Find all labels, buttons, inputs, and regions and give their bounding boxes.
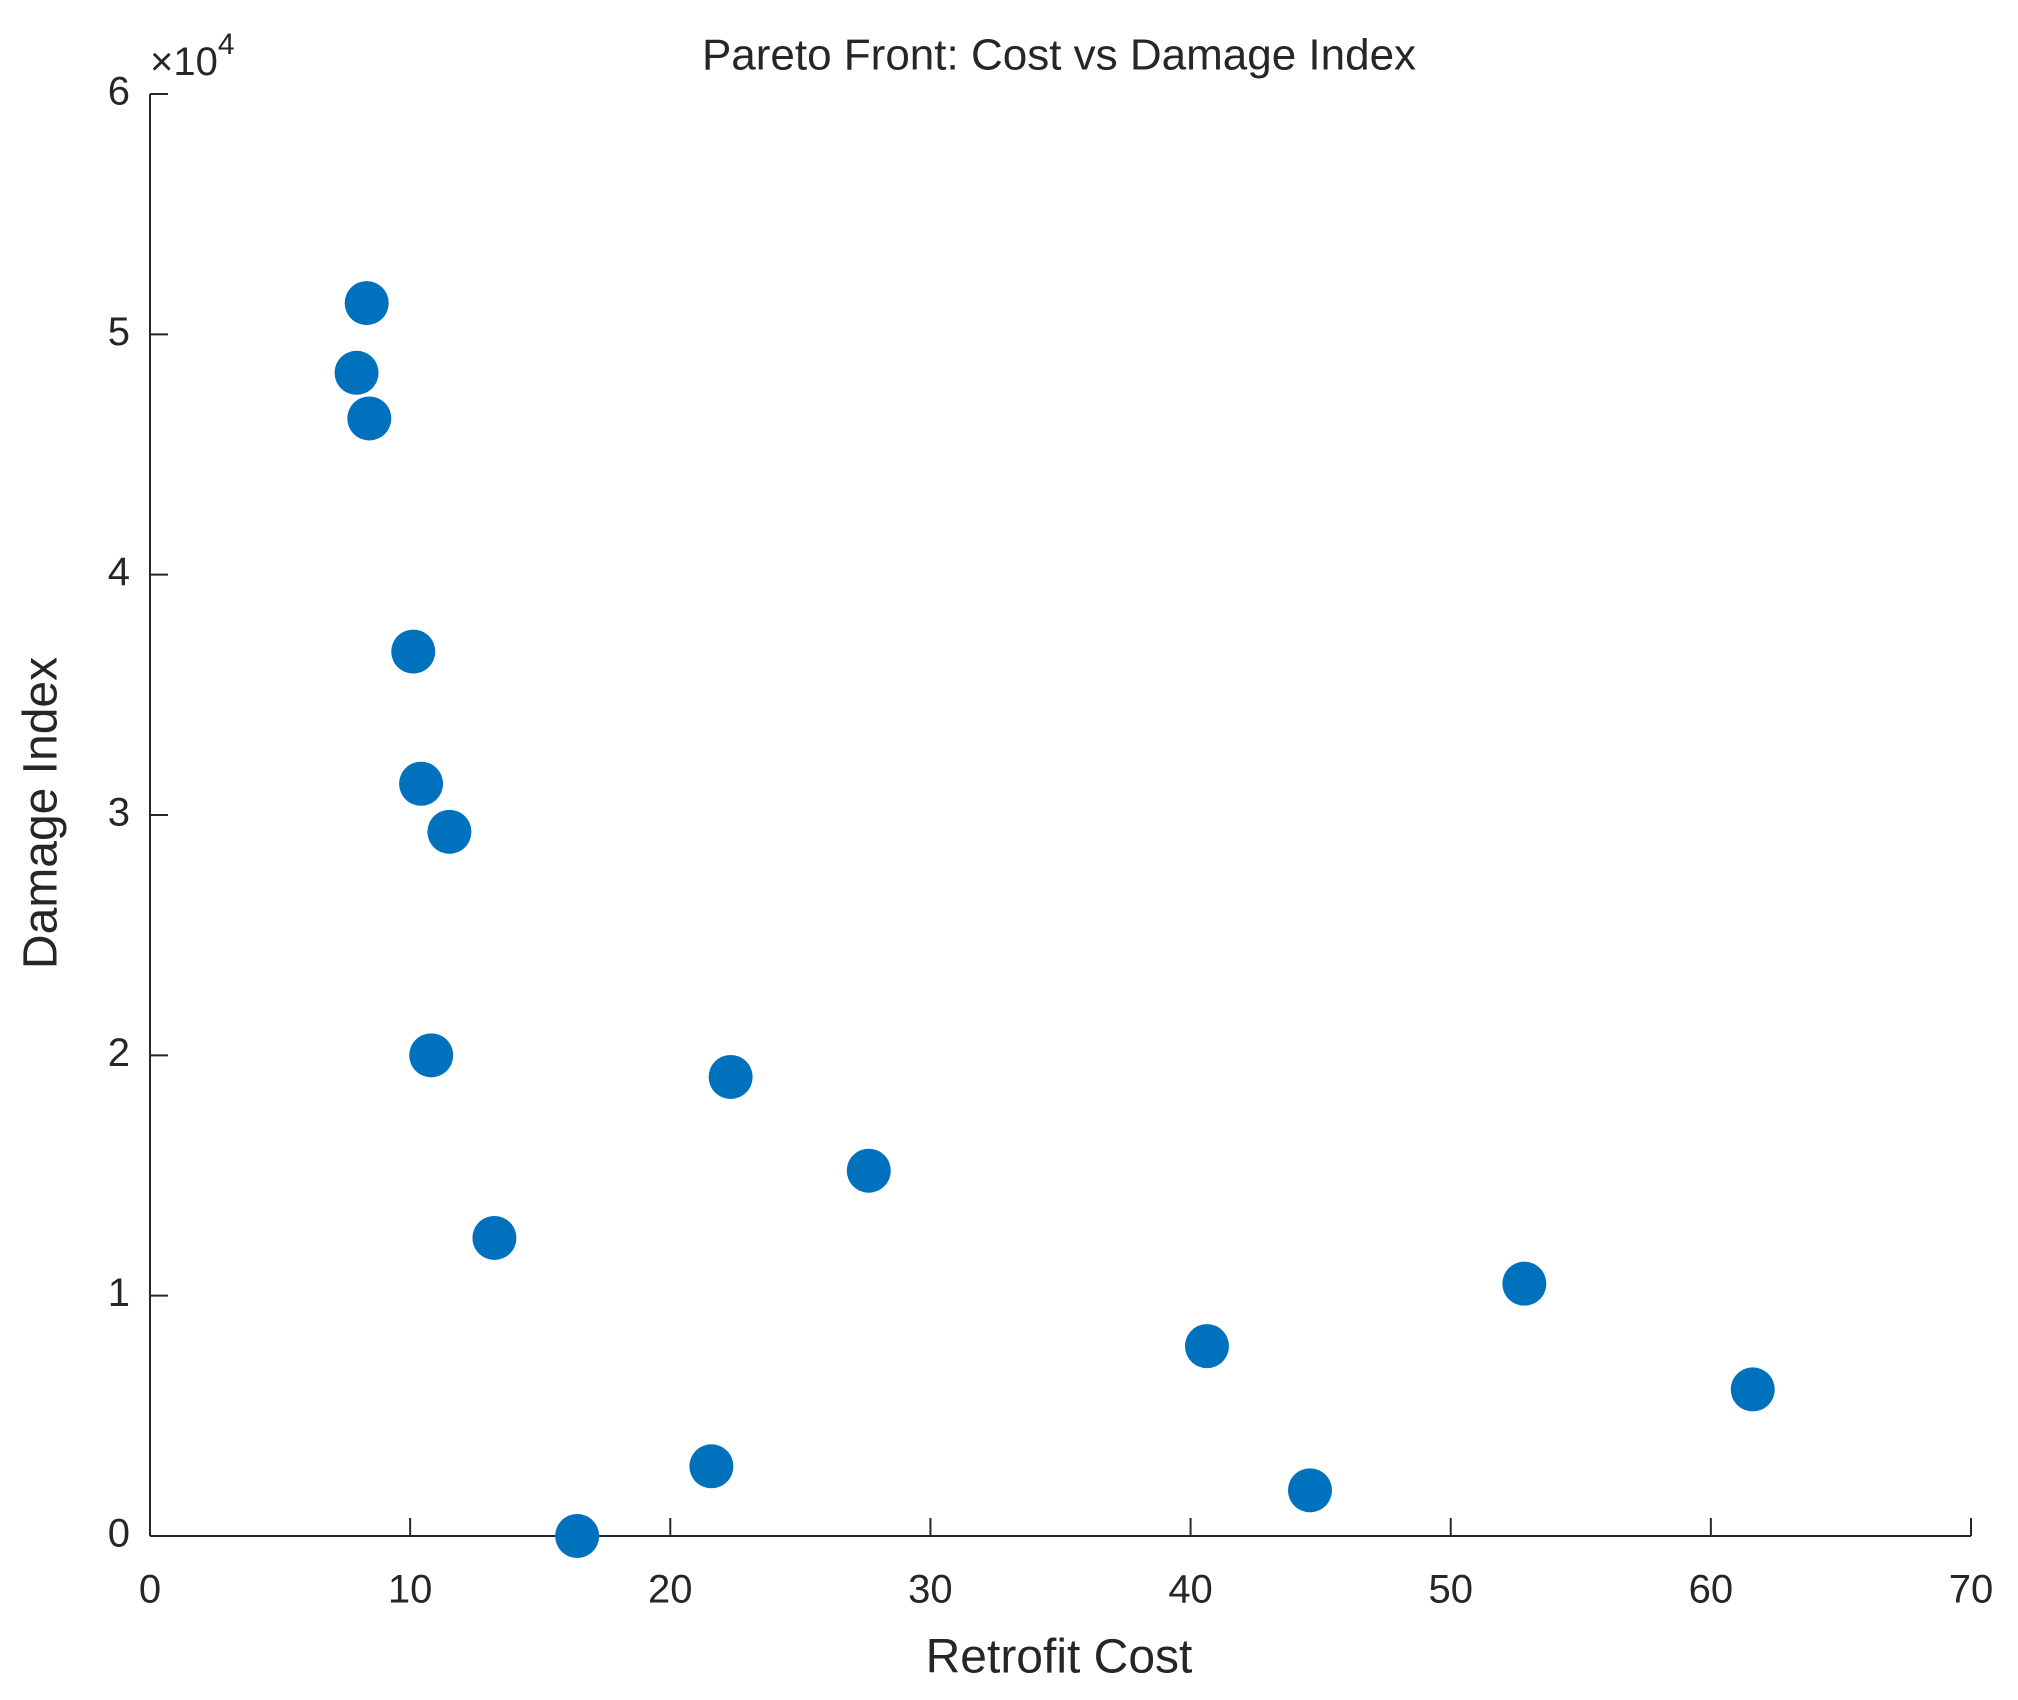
- y-tick-label: 5: [108, 310, 130, 354]
- scatter-point: [347, 396, 392, 441]
- scatter-point: [427, 809, 472, 854]
- scatter-point: [391, 629, 436, 674]
- scatter-point: [1287, 1468, 1332, 1513]
- scatter-point: [1184, 1324, 1229, 1369]
- x-tick-label: 70: [1949, 1568, 1994, 1612]
- y-tick-label: 4: [108, 550, 130, 594]
- y-multiplier-base: ×10: [150, 40, 218, 84]
- scatter-point: [1502, 1261, 1547, 1306]
- scatter-point: [334, 350, 379, 395]
- x-tick-label: 50: [1428, 1568, 1473, 1612]
- y-tick-label: 1: [108, 1271, 130, 1315]
- scatter-point: [846, 1148, 891, 1193]
- y-multiplier-exponent: 4: [218, 28, 235, 61]
- x-tick-label: 20: [648, 1568, 693, 1612]
- y-multiplier: ×104: [150, 28, 235, 84]
- scatter-point: [399, 761, 444, 806]
- x-tick-label: 10: [388, 1568, 433, 1612]
- x-tick-label: 30: [908, 1568, 953, 1612]
- x-tick-label: 40: [1168, 1568, 1213, 1612]
- y-axis-label: Damage Index: [15, 657, 68, 969]
- scatter-point: [409, 1033, 454, 1078]
- x-axis-label: Retrofit Cost: [926, 1631, 1193, 1684]
- scatter-point: [555, 1514, 600, 1558]
- chart-title: Pareto Front: Cost vs Damage Index: [702, 31, 1416, 80]
- y-tick-label: 2: [108, 1031, 130, 1075]
- y-tick-label: 3: [108, 791, 130, 835]
- x-tick-label: 60: [1689, 1568, 1734, 1612]
- y-tick-label: 0: [108, 1512, 130, 1556]
- scatter-point: [708, 1054, 753, 1099]
- scatter-point: [472, 1215, 517, 1260]
- scatter-point: [344, 281, 389, 326]
- y-tick-label: 6: [108, 70, 130, 114]
- x-tick-label: 0: [139, 1568, 161, 1612]
- scatter-point: [1730, 1367, 1775, 1412]
- scatter-point: [689, 1444, 734, 1489]
